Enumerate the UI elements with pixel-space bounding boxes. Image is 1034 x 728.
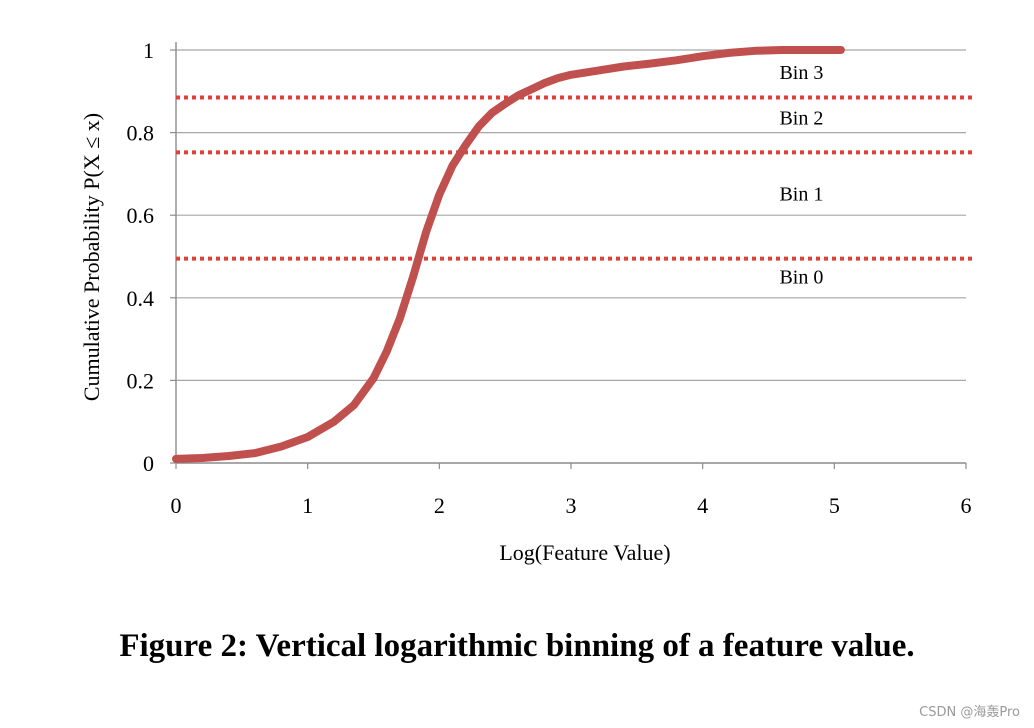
x-tick-label-5: 5 bbox=[829, 493, 840, 518]
figure-caption: Figure 2: Vertical logarithmic binning o… bbox=[119, 628, 915, 664]
bin-label-1: Bin 2 bbox=[779, 107, 823, 129]
y-tick-label-5: 1 bbox=[143, 38, 154, 63]
x-axis-label: Log(Feature Value) bbox=[499, 540, 670, 565]
bin-label-2: Bin 1 bbox=[779, 184, 823, 206]
y-axis-label: Cumulative Probability P(X ≤ x) bbox=[79, 113, 104, 401]
grid-lines bbox=[176, 49, 966, 381]
x-tick-label-3: 3 bbox=[566, 493, 577, 518]
tick-labels: 0 0.2 0.4 0.6 0.8 1 0 1 2 3 4 5 6 bbox=[127, 38, 972, 518]
y-tick-label-1: 0.2 bbox=[127, 368, 155, 393]
watermark: CSDN @海轰Pro bbox=[919, 705, 1020, 720]
bin-annotations: Bin 3 Bin 2 Bin 1 Bin 0 bbox=[779, 62, 823, 288]
axes bbox=[170, 42, 967, 469]
cdf-series bbox=[172, 46, 845, 463]
y-tick-label-4: 0.8 bbox=[127, 121, 155, 146]
x-tick-label-4: 4 bbox=[697, 493, 708, 518]
x-tick-label-0: 0 bbox=[171, 493, 182, 518]
bin-label-0: Bin 3 bbox=[779, 62, 823, 84]
bin-threshold-lines bbox=[176, 95, 972, 261]
y-tick-label-3: 0.6 bbox=[127, 203, 155, 228]
x-tick-label-6: 6 bbox=[961, 493, 972, 518]
y-tick-label-0: 0 bbox=[143, 451, 154, 476]
x-tick-label-1: 1 bbox=[302, 493, 313, 518]
x-tick-label-2: 2 bbox=[434, 493, 445, 518]
bin-label-3: Bin 0 bbox=[779, 266, 823, 288]
y-tick-label-2: 0.4 bbox=[127, 286, 155, 311]
cdf-series-line-0 bbox=[172, 46, 845, 463]
